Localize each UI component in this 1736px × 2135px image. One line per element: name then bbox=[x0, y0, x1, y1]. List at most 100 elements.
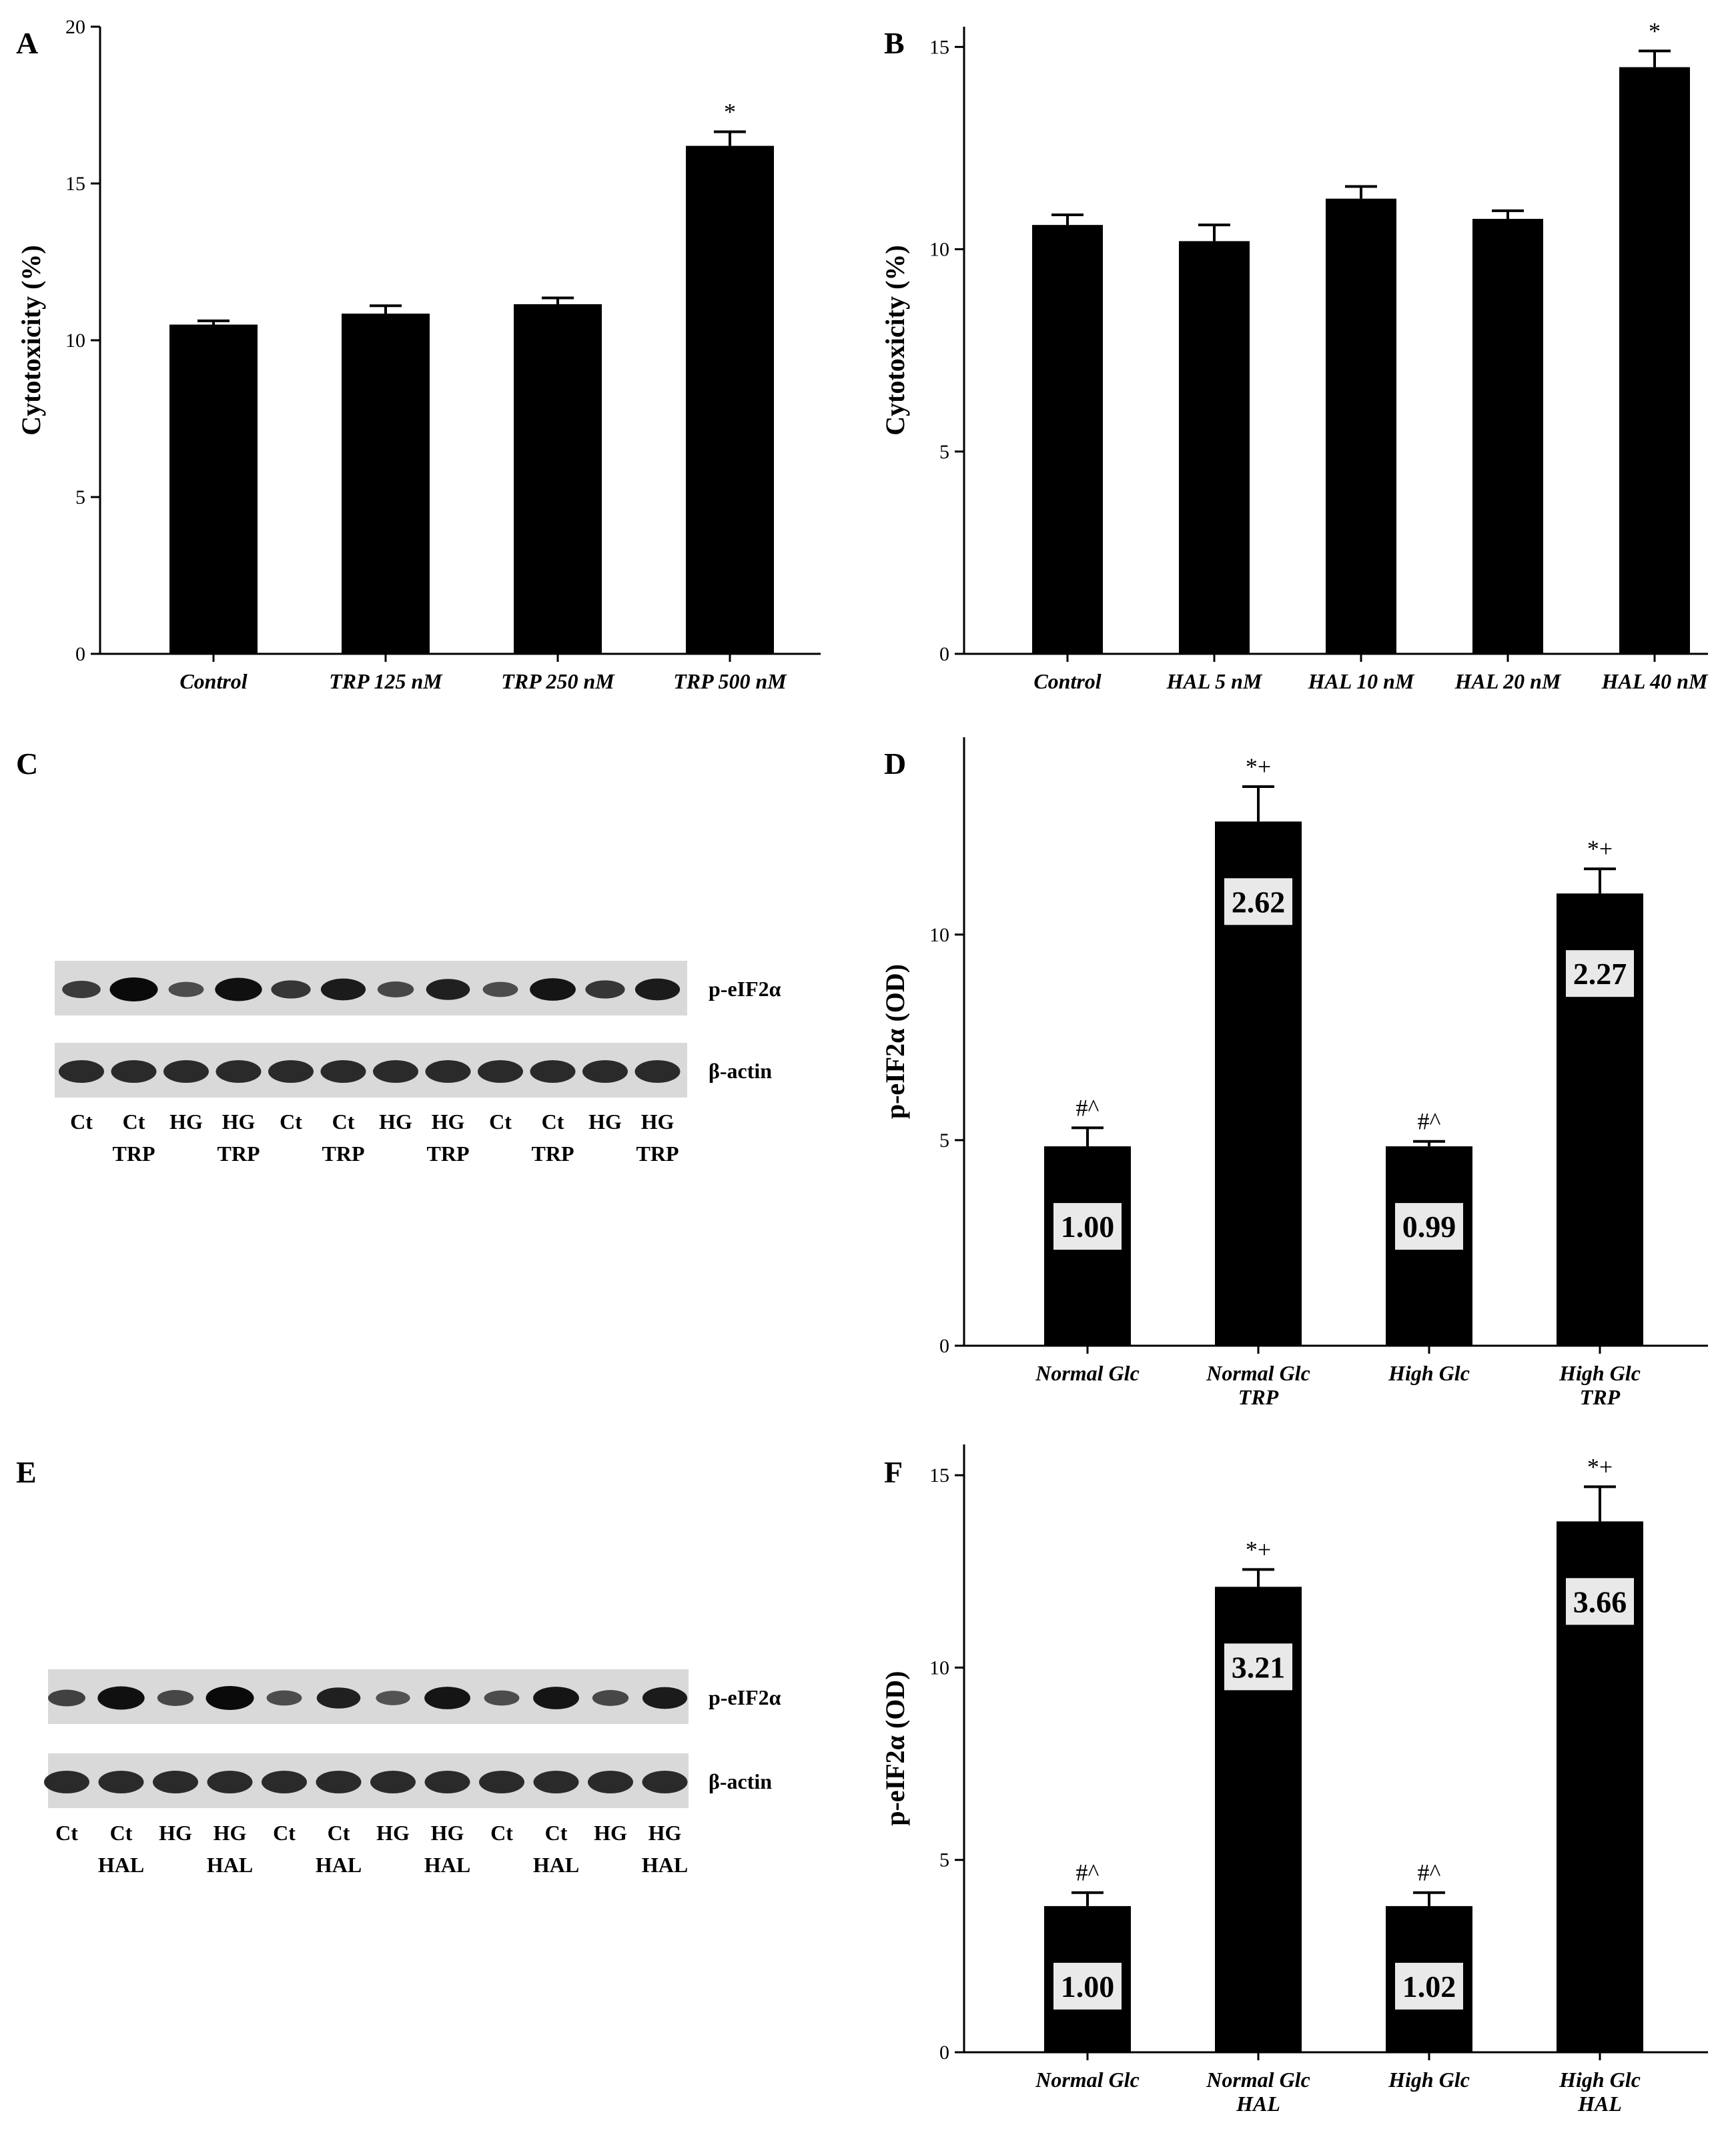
bar-value-box bbox=[1565, 1577, 1635, 1627]
bar-value-label: 2.27 bbox=[1573, 957, 1627, 991]
lane-label-top: Ct bbox=[110, 1821, 133, 1845]
bar bbox=[1179, 241, 1250, 655]
blot-panel-c: Cp-eIF2α β-actin Ct Ct TRP HG HG TRP Ct Ct TRP HG HG… bbox=[16, 747, 781, 1166]
x-category-label: Normal Glc bbox=[1035, 1361, 1140, 1385]
bar-value-box bbox=[1394, 1961, 1464, 2011]
blot-band bbox=[424, 1771, 470, 1793]
lane-label-top: Ct bbox=[490, 1821, 513, 1845]
blot-band bbox=[168, 981, 204, 997]
chart-panel-b: B 0 5 10 15 Cytotoxicity (%) Control HAL 5 nM HA… bbox=[880, 17, 1709, 693]
panel-letter: E bbox=[16, 1455, 37, 1489]
blot-band bbox=[262, 1771, 307, 1793]
blot-band bbox=[215, 1060, 262, 1083]
y-tick-label: 10 bbox=[929, 1657, 949, 1679]
x-category-label: TRP 125 nM bbox=[329, 669, 443, 693]
lane-label-bottom: TRP bbox=[322, 1142, 365, 1166]
lane-label-top: Ct bbox=[332, 1110, 355, 1134]
blot-band bbox=[62, 980, 101, 999]
bar-value-label: 2.62 bbox=[1232, 885, 1286, 919]
y-tick-label: 10 bbox=[65, 330, 85, 352]
bar-value-label: 3.66 bbox=[1573, 1585, 1627, 1619]
y-tick-label: 0 bbox=[939, 643, 949, 665]
panel-letter: F bbox=[884, 1455, 903, 1489]
bar bbox=[686, 145, 774, 655]
y-axis-title: p-eIF2α (OD) bbox=[880, 964, 910, 1119]
bar-value-box bbox=[1052, 1202, 1123, 1252]
y-tick-label: 0 bbox=[939, 2042, 949, 2064]
blot-band bbox=[530, 1060, 576, 1083]
x-category-label: TRP 250 nM bbox=[501, 669, 615, 693]
blot-band bbox=[111, 1060, 157, 1083]
blot-band bbox=[97, 1686, 145, 1710]
x-category-label: TRP bbox=[1238, 1385, 1279, 1409]
blot-strip-phospho bbox=[55, 961, 687, 1015]
y-tick-label: 5 bbox=[75, 486, 85, 508]
bar-value-label: 1.02 bbox=[1402, 1970, 1456, 2004]
blot-band bbox=[320, 978, 366, 1001]
lane-label-top: HG bbox=[431, 1821, 464, 1845]
lane-label-top: HG bbox=[376, 1821, 410, 1845]
blot-label-actin: β-actin bbox=[709, 1059, 772, 1083]
lane-label-top: Ct bbox=[123, 1110, 145, 1134]
blot-band bbox=[98, 1771, 144, 1793]
bar bbox=[514, 304, 602, 654]
blot-band bbox=[376, 1691, 410, 1705]
chart-panel-a: A 0 5 10 15 20 Cytotoxicity (%) Control TRP 125 … bbox=[16, 16, 821, 693]
blot-band bbox=[157, 1690, 194, 1706]
y-tick-label: 15 bbox=[929, 1464, 949, 1486]
blot-band bbox=[163, 1060, 209, 1083]
bar-value-label: 1.00 bbox=[1061, 1970, 1115, 2004]
bar-value-box bbox=[1223, 1642, 1294, 1692]
panel-letter: C bbox=[16, 747, 38, 781]
lane-label-top: Ct bbox=[280, 1110, 302, 1134]
lane-label-bottom: TRP bbox=[218, 1142, 260, 1166]
panel-letter: D bbox=[884, 747, 906, 781]
blot-band bbox=[424, 1687, 470, 1709]
lane-label-top: HG bbox=[159, 1821, 192, 1845]
blot-band bbox=[642, 1687, 688, 1709]
blot-band bbox=[530, 978, 576, 1001]
lane-label-bottom: TRP bbox=[636, 1142, 679, 1166]
lane-label-top: Ct bbox=[545, 1821, 568, 1845]
blot-band bbox=[207, 1771, 253, 1793]
x-category-label: Control bbox=[179, 669, 247, 693]
lane-label-top: HG bbox=[169, 1110, 203, 1134]
bar bbox=[169, 324, 258, 654]
significance-mark: #^ bbox=[1418, 1108, 1441, 1135]
lane-label-bottom: TRP bbox=[532, 1142, 574, 1166]
blot-strip-phospho bbox=[48, 1669, 689, 1724]
blot-band bbox=[205, 1686, 254, 1710]
y-axis-title: p-eIF2α (OD) bbox=[880, 1671, 910, 1825]
x-category-label: TRP bbox=[1580, 1385, 1621, 1409]
significance-mark: * bbox=[724, 98, 736, 125]
blot-band bbox=[377, 981, 414, 997]
bar-value-box bbox=[1052, 1961, 1123, 2011]
y-tick-label: 5 bbox=[939, 441, 949, 463]
blot-band bbox=[370, 1771, 416, 1793]
lane-label-top: Ct bbox=[489, 1110, 512, 1134]
lane-label-top: HG bbox=[594, 1821, 627, 1845]
blot-band bbox=[588, 1771, 633, 1793]
y-tick-label: 10 bbox=[929, 239, 949, 261]
significance-mark: *+ bbox=[1587, 1453, 1613, 1480]
significance-mark: *+ bbox=[1246, 1536, 1271, 1563]
blot-band bbox=[373, 1060, 418, 1083]
blot-band bbox=[479, 1771, 524, 1793]
y-tick-label: 10 bbox=[929, 924, 949, 946]
bar bbox=[1619, 67, 1690, 655]
blot-band bbox=[59, 1060, 104, 1083]
lane-label-top: HG bbox=[222, 1110, 256, 1134]
x-category-label: HAL 10 nM bbox=[1308, 669, 1415, 693]
lane-label-bottom: TRP bbox=[113, 1142, 155, 1166]
y-axis-title: Cytotoxicity (%) bbox=[16, 245, 46, 435]
significance-mark: *+ bbox=[1587, 835, 1613, 862]
x-category-label: TRP 500 nM bbox=[673, 669, 787, 693]
lane-label-bottom: HAL bbox=[533, 1853, 579, 1877]
lane-label-bottom: HAL bbox=[642, 1853, 688, 1877]
lane-label-top: Ct bbox=[273, 1821, 296, 1845]
lane-label-top: HG bbox=[432, 1110, 465, 1134]
blot-strip-actin bbox=[55, 1043, 687, 1098]
blot-band bbox=[634, 978, 681, 1001]
blot-band bbox=[482, 981, 518, 997]
blot-band bbox=[153, 1771, 198, 1793]
